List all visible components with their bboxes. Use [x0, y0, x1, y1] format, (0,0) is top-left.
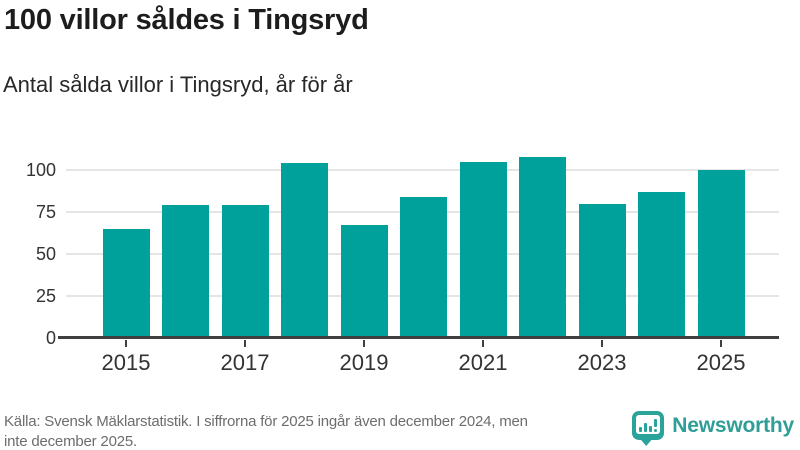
- source-note-line: Källa: Svensk Mäklarstatistik. I siffror…: [4, 413, 528, 430]
- source-note-line: inte december 2025.: [4, 432, 137, 450]
- bar: [459, 161, 507, 338]
- y-axis-label: 0: [45, 328, 56, 348]
- y-axis-label: 25: [35, 286, 56, 306]
- mini-bar: [649, 426, 653, 432]
- newsworthy-logo: Newsworthy: [632, 411, 794, 440]
- x-axis-tick: [244, 340, 246, 347]
- bar-chart-speech-bubble-icon: [632, 411, 665, 440]
- mini-bar: [639, 427, 643, 432]
- bar: [102, 228, 150, 338]
- y-axis-label: 75: [35, 202, 56, 222]
- bar: [697, 170, 745, 338]
- x-axis-tick: [363, 340, 365, 347]
- bar: [578, 203, 626, 338]
- bar-chart: 0 25 50 75 100 2015 2017 2019 2021 2023 2025: [0, 150, 800, 390]
- chart-title: 100 villor såldes i Tingsryd: [4, 4, 369, 36]
- y-axis-label: 50: [35, 244, 56, 264]
- plot-area: 2015 2017 2019 2021 2023 2025: [58, 150, 779, 375]
- source-note: Källa: Svensk Mäklarstatistik. I siffror…: [4, 412, 654, 450]
- bar: [281, 163, 328, 338]
- bar: [340, 225, 388, 338]
- bar: [221, 205, 269, 338]
- y-axis: 0 25 50 75 100: [0, 150, 56, 348]
- x-axis-tick: [601, 340, 603, 347]
- x-axis-label: 2017: [220, 350, 270, 375]
- chart-subtitle: Antal sålda villor i Tingsryd, år för år: [3, 72, 353, 97]
- x-axis-label: 2023: [577, 350, 627, 375]
- x-axis-label: 2015: [101, 350, 151, 375]
- bar: [162, 205, 209, 338]
- x-axis-tick: [482, 340, 484, 347]
- mini-bar: [644, 423, 648, 432]
- x-axis-label: 2021: [458, 350, 508, 375]
- x-axis-line: [58, 336, 779, 339]
- y-axis-label: 100: [25, 160, 56, 180]
- x-axis-tick: [720, 340, 722, 347]
- exclamation-mark: [654, 419, 658, 432]
- newsworthy-logo-text: Newsworthy: [672, 413, 794, 437]
- x-axis-label: 2025: [696, 350, 746, 375]
- x-axis-tick: [125, 340, 127, 347]
- bar: [519, 156, 566, 338]
- bar: [400, 196, 447, 338]
- bar: [638, 191, 685, 338]
- gridline: [66, 169, 779, 171]
- x-axis-label: 2019: [339, 350, 389, 375]
